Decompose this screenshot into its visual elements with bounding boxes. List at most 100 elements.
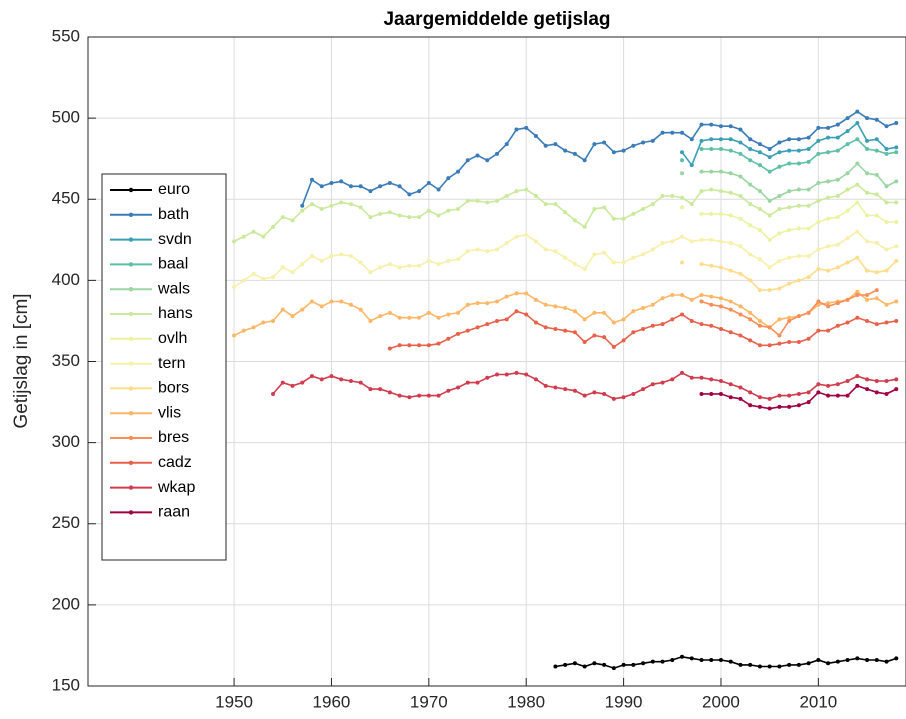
- point-marker: [757, 142, 762, 147]
- legend-label: bres: [158, 429, 189, 446]
- point-marker: [767, 288, 772, 293]
- point-marker: [835, 148, 840, 153]
- point-marker: [524, 372, 529, 377]
- point-marker: [524, 125, 529, 130]
- point-marker: [582, 317, 587, 322]
- point-marker: [572, 661, 577, 666]
- point-marker: [816, 198, 821, 203]
- point-marker: [835, 194, 840, 199]
- point-marker: [309, 254, 314, 259]
- point-marker: [718, 378, 723, 383]
- x-tick-label: 1950: [215, 692, 253, 711]
- point-marker: [787, 137, 792, 142]
- point-marker: [855, 383, 860, 388]
- point-marker: [855, 229, 860, 234]
- point-marker: [709, 137, 714, 142]
- point-marker: [835, 382, 840, 387]
- point-marker: [426, 258, 431, 263]
- point-marker: [660, 322, 665, 327]
- legend-label: vlis: [158, 404, 181, 421]
- x-tick-label: 1970: [410, 692, 448, 711]
- point-marker: [865, 387, 870, 392]
- point-marker: [689, 297, 694, 302]
- point-marker: [348, 302, 353, 307]
- point-marker: [796, 314, 801, 319]
- point-marker: [865, 377, 870, 382]
- point-marker: [826, 301, 831, 306]
- point-marker: [563, 148, 568, 153]
- point-marker: [738, 140, 743, 145]
- point-marker: [563, 662, 568, 667]
- point-marker: [874, 213, 879, 218]
- point-marker: [796, 254, 801, 259]
- point-marker: [670, 130, 675, 135]
- y-tick-label: 300: [52, 432, 80, 451]
- point-marker: [845, 236, 850, 241]
- point-marker: [348, 184, 353, 189]
- point-marker: [874, 378, 879, 383]
- point-marker: [524, 187, 529, 192]
- point-marker: [757, 163, 762, 168]
- point-marker: [884, 200, 889, 205]
- point-marker: [894, 219, 899, 224]
- point-marker: [621, 216, 626, 221]
- point-marker: [845, 378, 850, 383]
- point-marker: [718, 189, 723, 194]
- legend-label: raan: [158, 504, 190, 521]
- point-marker: [680, 312, 685, 317]
- point-marker: [816, 382, 821, 387]
- legend-marker: [128, 411, 134, 416]
- point-marker: [309, 374, 314, 379]
- legend-label: tern: [158, 355, 186, 372]
- point-marker: [826, 661, 831, 666]
- point-marker: [689, 318, 694, 323]
- point-marker: [348, 254, 353, 259]
- point-marker: [689, 656, 694, 661]
- point-marker: [738, 304, 743, 309]
- point-marker: [241, 328, 246, 333]
- point-marker: [533, 320, 538, 325]
- point-marker: [456, 385, 461, 390]
- point-marker: [728, 268, 733, 273]
- legend-marker: [128, 361, 134, 366]
- point-marker: [407, 343, 412, 348]
- point-marker: [407, 315, 412, 320]
- point-marker: [894, 258, 899, 263]
- legend-marker: [128, 187, 134, 193]
- point-marker: [865, 239, 870, 244]
- point-marker: [835, 265, 840, 270]
- point-marker: [602, 205, 607, 210]
- point-marker: [826, 304, 831, 309]
- point-marker: [796, 278, 801, 283]
- point-marker: [709, 294, 714, 299]
- point-marker: [777, 231, 782, 236]
- point-marker: [309, 177, 314, 182]
- point-marker: [680, 292, 685, 297]
- point-marker: [261, 320, 266, 325]
- point-marker: [806, 187, 811, 192]
- point-marker: [826, 125, 831, 130]
- point-marker: [436, 213, 441, 218]
- point-marker: [417, 315, 422, 320]
- point-marker: [348, 202, 353, 207]
- point-marker: [699, 292, 704, 297]
- point-marker: [884, 268, 889, 273]
- point-marker: [456, 169, 461, 174]
- point-marker: [514, 189, 519, 194]
- point-marker: [835, 242, 840, 247]
- point-marker: [787, 148, 792, 153]
- point-marker: [407, 395, 412, 400]
- y-tick-label: 200: [52, 594, 80, 613]
- point-marker: [699, 299, 704, 304]
- point-marker: [865, 116, 870, 121]
- point-marker: [319, 206, 324, 211]
- point-marker: [514, 291, 519, 296]
- point-marker: [777, 150, 782, 155]
- point-marker: [339, 179, 344, 184]
- point-marker: [475, 198, 480, 203]
- point-marker: [592, 206, 597, 211]
- point-marker: [845, 658, 850, 663]
- point-marker: [728, 213, 733, 218]
- point-marker: [777, 404, 782, 409]
- point-marker: [280, 380, 285, 385]
